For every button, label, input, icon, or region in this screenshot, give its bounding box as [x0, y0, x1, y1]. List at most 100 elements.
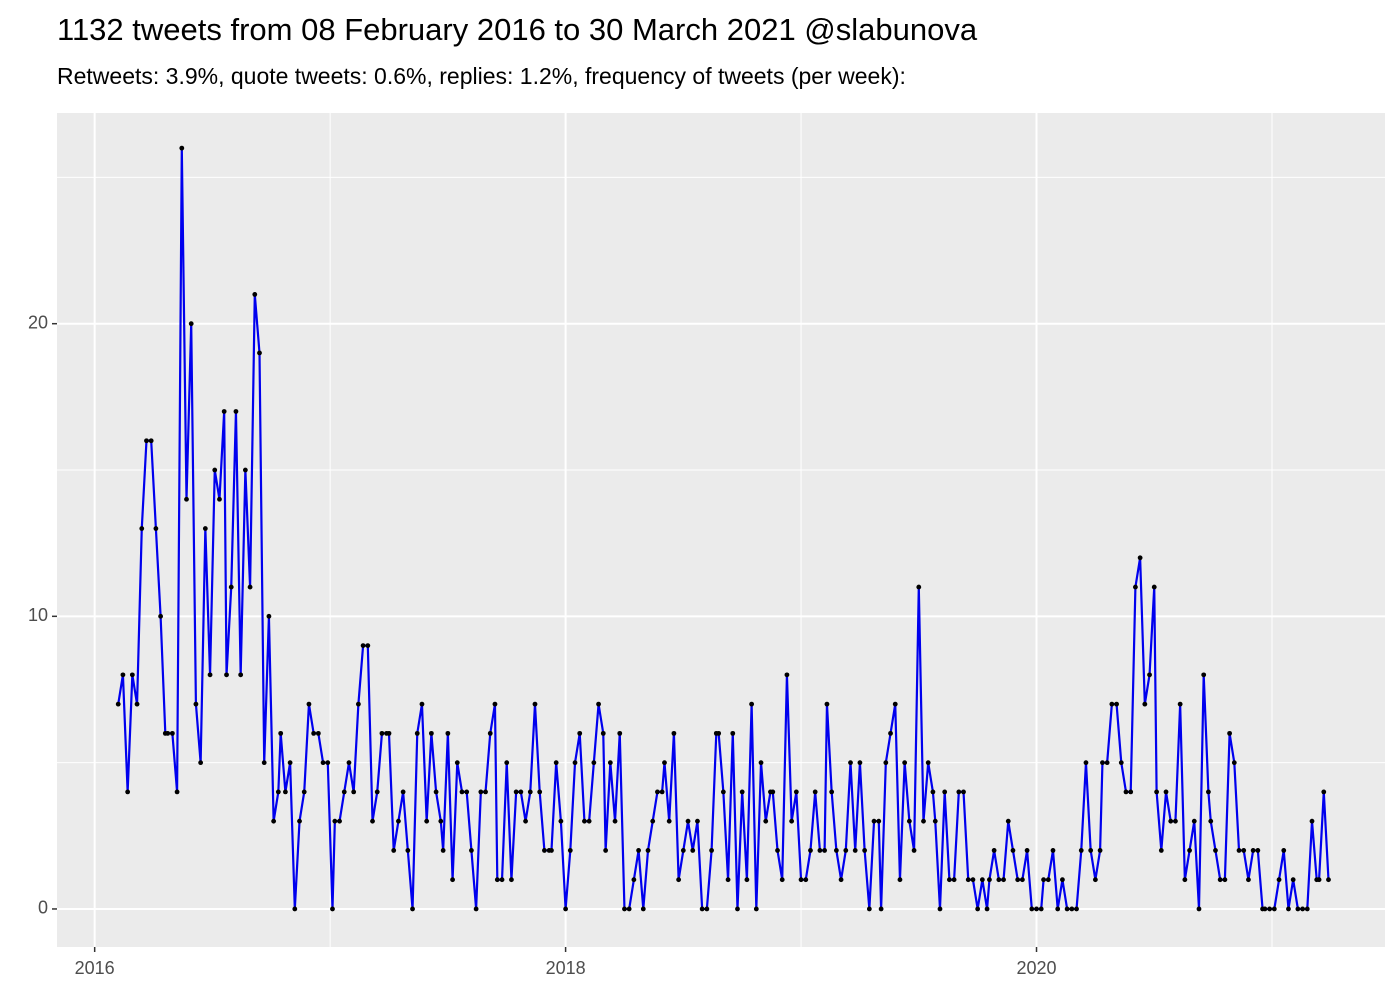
data-point	[1295, 906, 1301, 912]
data-point	[193, 701, 199, 707]
data-point	[902, 760, 908, 766]
data-point	[306, 701, 312, 707]
data-point	[1281, 848, 1287, 853]
data-point	[906, 818, 912, 824]
data-point	[346, 760, 352, 766]
data-point	[1128, 789, 1134, 795]
data-point	[438, 818, 444, 824]
data-point	[1182, 877, 1188, 883]
data-point	[1304, 906, 1310, 912]
data-point	[1206, 789, 1211, 795]
data-point	[833, 848, 839, 853]
data-point	[848, 760, 853, 766]
data-point	[857, 760, 863, 766]
data-point	[655, 789, 660, 795]
data-point	[567, 848, 573, 853]
data-point	[626, 906, 632, 912]
data-point	[271, 818, 277, 824]
data-point	[591, 760, 597, 766]
data-point	[937, 906, 943, 912]
data-point	[612, 818, 618, 824]
data-point	[892, 701, 898, 707]
data-point	[391, 848, 397, 853]
data-point	[396, 818, 401, 824]
data-point	[1168, 818, 1174, 824]
data-point	[1321, 789, 1327, 795]
data-point	[1316, 877, 1322, 883]
data-point	[504, 760, 510, 766]
data-point	[1177, 701, 1183, 707]
data-point	[414, 730, 420, 736]
data-point	[1001, 877, 1006, 883]
data-point	[911, 848, 917, 853]
data-point	[332, 818, 338, 824]
data-point	[758, 760, 764, 766]
data-point	[165, 730, 171, 736]
data-point	[217, 496, 222, 502]
data-point	[699, 906, 705, 912]
data-point	[883, 760, 889, 766]
data-point	[1010, 848, 1016, 853]
data-point	[866, 906, 872, 912]
data-point	[770, 789, 776, 795]
data-point	[1250, 848, 1256, 853]
data-point	[320, 760, 326, 766]
data-point	[603, 848, 609, 853]
chart-subtitle: Retweets: 3.9%, quote tweets: 0.6%, repl…	[57, 63, 906, 89]
data-point	[582, 818, 587, 824]
data-point	[763, 818, 769, 824]
data-point	[1271, 906, 1277, 912]
data-point	[400, 789, 406, 795]
data-point	[1241, 848, 1247, 853]
data-point	[1034, 906, 1039, 912]
data-point	[829, 789, 835, 795]
data-point	[975, 906, 981, 912]
data-point	[600, 730, 606, 736]
data-point	[671, 730, 677, 736]
data-point	[730, 730, 736, 736]
data-point	[1100, 760, 1105, 766]
data-point	[586, 818, 592, 824]
data-point	[822, 848, 828, 853]
data-point	[996, 877, 1002, 883]
data-point	[337, 818, 342, 824]
data-point	[374, 789, 380, 795]
data-point	[238, 672, 244, 678]
data-point	[1187, 848, 1192, 853]
data-point	[709, 848, 714, 853]
data-point	[862, 848, 868, 853]
data-point	[1147, 672, 1152, 678]
data-point	[207, 672, 213, 678]
data-point	[1074, 906, 1079, 912]
data-point	[1104, 760, 1110, 766]
data-point	[631, 877, 637, 883]
data-point	[878, 906, 884, 912]
data-point	[1286, 906, 1291, 912]
data-point	[523, 818, 528, 824]
data-point	[1196, 906, 1202, 912]
data-point	[793, 789, 799, 795]
data-point	[125, 789, 131, 795]
chart-title: 1132 tweets from 08 February 2016 to 30 …	[57, 12, 978, 47]
data-point	[315, 730, 321, 736]
data-point	[513, 789, 519, 795]
data-point	[311, 730, 317, 736]
data-point	[120, 672, 126, 678]
data-point	[930, 789, 936, 795]
data-point	[965, 877, 971, 883]
data-point	[233, 409, 239, 414]
data-point	[450, 877, 455, 883]
data-point	[749, 701, 755, 707]
data-point	[932, 818, 938, 824]
data-point	[1300, 906, 1305, 912]
data-point	[247, 584, 253, 590]
data-point	[542, 848, 547, 853]
data-point	[979, 877, 985, 883]
data-point	[341, 789, 347, 795]
data-point	[1123, 789, 1129, 795]
data-point	[487, 730, 493, 736]
y-tick-label: 10	[28, 605, 48, 625]
data-point	[1137, 555, 1143, 561]
data-point	[916, 584, 922, 590]
data-point	[115, 701, 121, 707]
